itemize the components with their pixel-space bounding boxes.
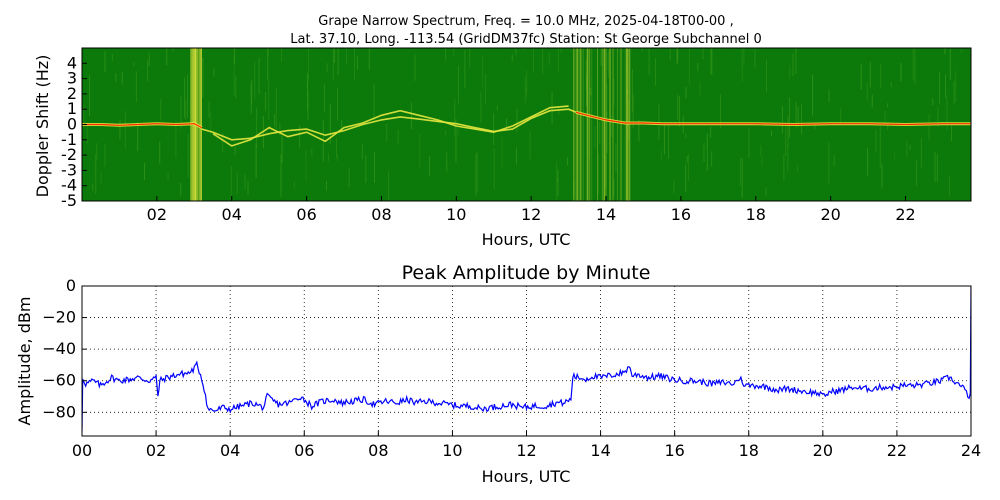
spectrogram-trace xyxy=(201,108,577,141)
spectrogram-peak-trace xyxy=(575,111,971,126)
amplitude-y-tick-label: −60 xyxy=(42,371,76,390)
spectrogram-x-tick-label: 12 xyxy=(521,205,541,224)
spectrogram-x-tick-label: 18 xyxy=(746,205,766,224)
amplitude-x-tick-label: 20 xyxy=(813,441,833,460)
spectrogram-y-tick-label: 1 xyxy=(67,99,77,118)
amplitude-y-tick-label: −20 xyxy=(42,308,76,327)
amplitude-x-tick-label: 16 xyxy=(664,441,684,460)
spectrogram-x-tick-label: 14 xyxy=(596,205,616,224)
spectrogram-y-tick-label: 0 xyxy=(67,115,77,134)
spectrogram-traces xyxy=(82,105,971,147)
spectrogram-x-tick-label: 10 xyxy=(446,205,466,224)
spectrogram-x-tick-label: 16 xyxy=(671,205,691,224)
spectrogram-trace xyxy=(212,105,569,147)
spectrogram-x-axis-label: Hours, UTC xyxy=(482,230,571,249)
amplitude-x-tick-label: 00 xyxy=(72,441,92,460)
amplitude-plot-area xyxy=(82,286,971,436)
amplitude-x-tick-label: 12 xyxy=(516,441,536,460)
spectrogram-y-tick-label: -5 xyxy=(61,191,77,210)
spectrogram-x-tick-label: 08 xyxy=(371,205,391,224)
amplitude-x-tick-label: 02 xyxy=(146,441,166,460)
amplitude-series-layer xyxy=(82,286,971,432)
spectrogram-y-tick-label: -2 xyxy=(61,145,77,164)
amplitude-x-tick-label: 10 xyxy=(442,441,462,460)
amplitude-x-tick-label: 04 xyxy=(220,441,240,460)
spectrum-title-line2: Lat. 37.10, Long. -113.54 (GridDM37fc) S… xyxy=(290,32,761,47)
spectrogram-peak-trace xyxy=(82,123,203,129)
amplitude-y-ticks: 0 −20 −40 −60 −80 xyxy=(42,276,87,421)
amplitude-x-tick-label: 24 xyxy=(961,441,981,460)
spectrogram-y-tick-label: 4 xyxy=(67,53,77,72)
spectrogram-x-tick-label: 22 xyxy=(895,205,915,224)
amplitude-y-tick-label: −80 xyxy=(42,402,76,421)
spectrogram-y-tick-label: 3 xyxy=(67,69,77,88)
spectrogram-y-tick-label: -4 xyxy=(61,176,77,195)
amplitude-panel-title: Peak Amplitude by Minute xyxy=(402,262,651,284)
spectrogram-y-tick-label: 2 xyxy=(67,84,77,103)
spectrogram-y-tick-label: -3 xyxy=(61,160,77,179)
spectrogram-x-tick-label: 06 xyxy=(296,205,316,224)
amplitude-x-tick-label: 14 xyxy=(590,441,610,460)
amplitude-x-tick-label: 08 xyxy=(368,441,388,460)
amplitude-x-axis-label: Hours, UTC xyxy=(482,467,571,486)
spectrogram-y-tick-label: -1 xyxy=(61,130,77,149)
amplitude-line xyxy=(82,286,971,432)
amplitude-x-tick-label: 06 xyxy=(294,441,314,460)
amplitude-y-tick-label: −40 xyxy=(42,339,76,358)
spectrogram-x-tick-label: 04 xyxy=(222,205,242,224)
amplitude-panel: Peak Amplitude by Minute 00 02 04 06 08 10 12 1… xyxy=(15,262,981,486)
spectrum-title-line1: Grape Narrow Spectrum, Freq. = 10.0 MHz,… xyxy=(318,14,733,29)
spectrogram-y-axis-label: Doppler Shift (Hz) xyxy=(33,55,52,198)
amplitude-x-ticks: 00 02 04 06 08 10 12 14 16 18 20 22 24 xyxy=(72,431,981,460)
spectrogram-x-tick-label: 02 xyxy=(147,205,167,224)
spectrogram-x-ticks: 02 04 06 08 10 12 14 16 18 20 22 xyxy=(147,196,916,224)
amplitude-y-tick-label: 0 xyxy=(66,276,76,295)
amplitude-x-tick-label: 22 xyxy=(887,441,907,460)
amplitude-y-axis-label: Amplitude, dBm xyxy=(15,297,34,426)
spectrogram-x-tick-label: 20 xyxy=(820,205,840,224)
amplitude-x-tick-label: 18 xyxy=(739,441,759,460)
